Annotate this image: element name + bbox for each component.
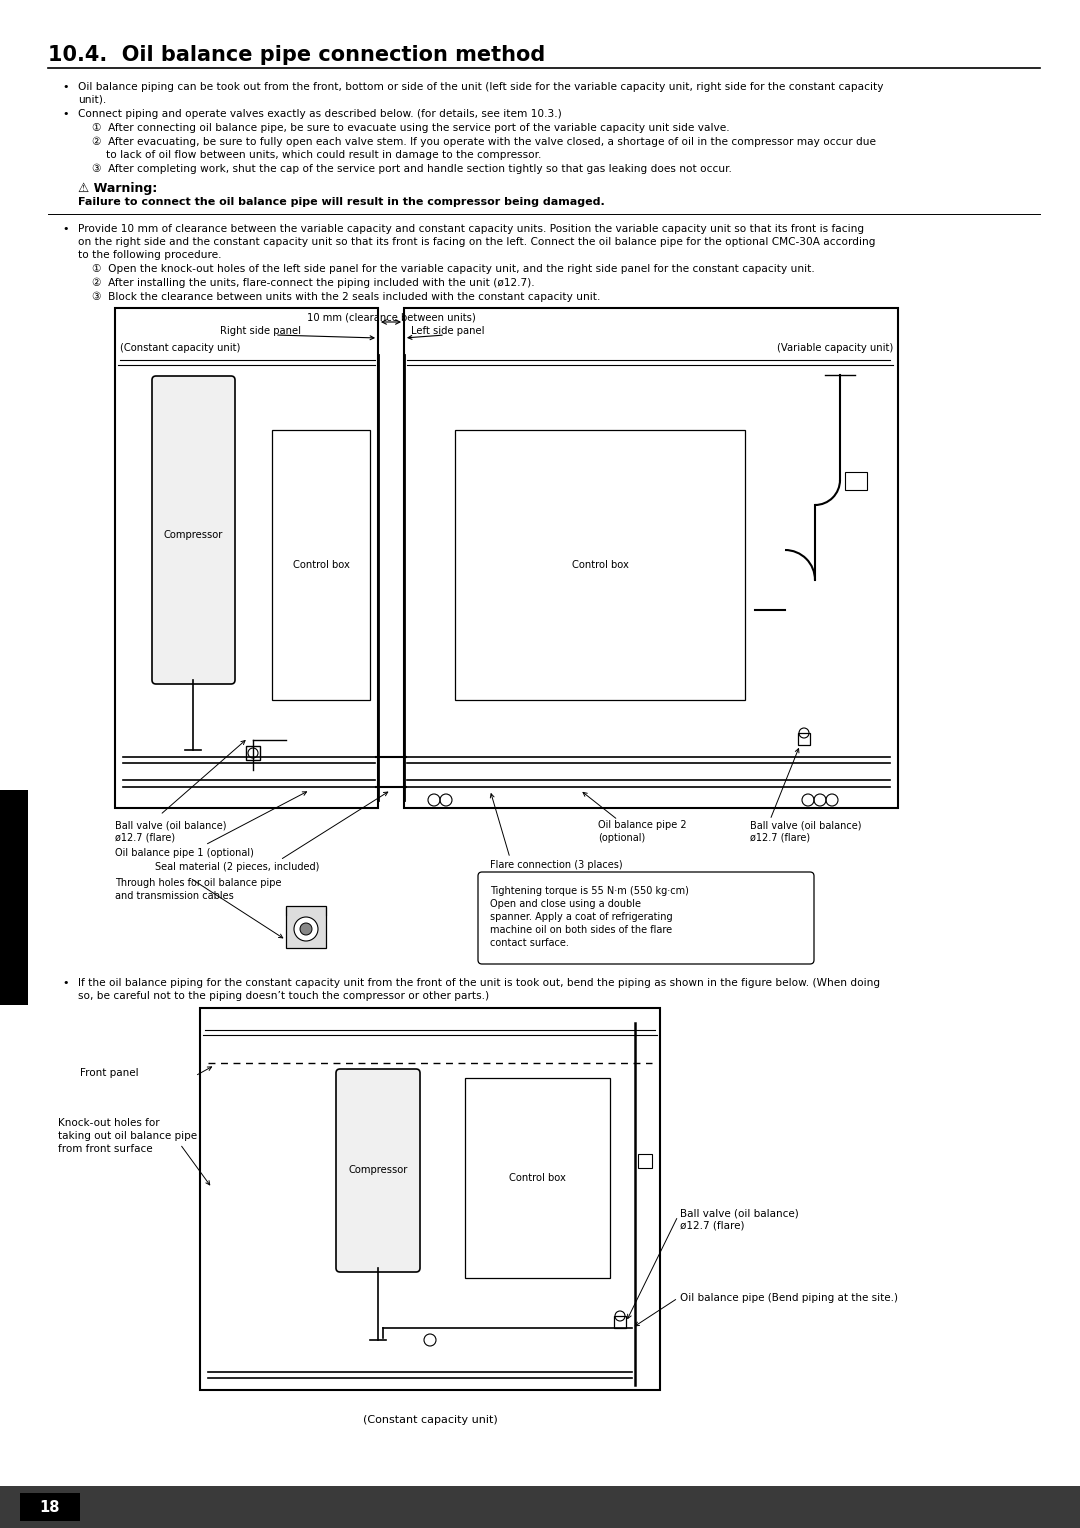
Text: •: •: [62, 108, 68, 119]
Bar: [465, 1077, 610, 1277]
Text: 10 mm (clearance between units): 10 mm (clearance between units): [307, 313, 475, 322]
Bar: [638, 1154, 652, 1167]
Circle shape: [294, 917, 318, 941]
Text: to lack of oil flow between units, which could result in damage to the compresso: to lack of oil flow between units, which…: [106, 150, 541, 160]
Text: If the oil balance piping for the constant capacity unit from the front of the u: If the oil balance piping for the consta…: [78, 978, 880, 989]
Bar: [404, 309, 897, 808]
Bar: [845, 472, 867, 490]
Text: ②  After evacuating, be sure to fully open each valve stem. If you operate with : ② After evacuating, be sure to fully ope…: [92, 138, 876, 147]
Text: Knock-out holes for: Knock-out holes for: [58, 1118, 160, 1128]
Bar: [114, 309, 378, 808]
Text: Control box: Control box: [571, 559, 629, 570]
Text: so, be careful not to the piping doesn’t touch the compressor or other parts.): so, be careful not to the piping doesn’t…: [78, 992, 489, 1001]
Text: ø12.7 (flare): ø12.7 (flare): [680, 1221, 744, 1232]
Text: machine oil on both sides of the flare: machine oil on both sides of the flare: [490, 924, 672, 935]
Text: (Constant capacity unit): (Constant capacity unit): [363, 1415, 498, 1426]
Text: Control box: Control box: [509, 1174, 566, 1183]
Text: ②  After installing the units, flare-connect the piping included with the unit (: ② After installing the units, flare-conn…: [92, 278, 535, 289]
Bar: [0, 1487, 1080, 1528]
Circle shape: [300, 923, 312, 935]
Bar: [286, 906, 326, 947]
Text: 18: 18: [40, 1499, 60, 1514]
Text: (optional): (optional): [598, 833, 645, 843]
Text: Flare connection (3 places): Flare connection (3 places): [490, 860, 623, 869]
Text: ø12.7 (flare): ø12.7 (flare): [750, 833, 810, 843]
Text: ⚠ Warning:: ⚠ Warning:: [78, 182, 158, 196]
Text: Through holes for oil balance pipe: Through holes for oil balance pipe: [114, 879, 282, 888]
Text: on the right side and the constant capacity unit so that its front is facing on : on the right side and the constant capac…: [78, 237, 876, 248]
Text: Front panel: Front panel: [80, 1068, 138, 1077]
Text: ③  Block the clearance between units with the 2 seals included with the constant: ③ Block the clearance between units with…: [92, 292, 600, 303]
Text: Oil balance pipe 2: Oil balance pipe 2: [598, 821, 687, 830]
Text: Oil balance pipe (Bend piping at the site.): Oil balance pipe (Bend piping at the sit…: [680, 1293, 897, 1303]
Text: Tightening torque is 55 N·m (550 kg·cm): Tightening torque is 55 N·m (550 kg·cm): [490, 886, 689, 895]
Text: •: •: [62, 83, 68, 92]
Text: ①  After connecting oil balance pipe, be sure to evacuate using the service port: ① After connecting oil balance pipe, be …: [92, 122, 730, 133]
FancyBboxPatch shape: [336, 1070, 420, 1271]
Text: Ball valve (oil balance): Ball valve (oil balance): [750, 821, 862, 830]
Text: from front surface: from front surface: [58, 1144, 152, 1154]
Text: Ball valve (oil balance): Ball valve (oil balance): [680, 1209, 799, 1218]
Text: ①  Open the knock-out holes of the left side panel for the variable capacity uni: ① Open the knock-out holes of the left s…: [92, 264, 814, 274]
Text: •: •: [62, 225, 68, 234]
Text: (Variable capacity unit): (Variable capacity unit): [777, 342, 893, 353]
Bar: [272, 429, 370, 700]
Text: spanner. Apply a coat of refrigerating: spanner. Apply a coat of refrigerating: [490, 912, 673, 921]
Bar: [0, 790, 28, 1005]
Text: Control box: Control box: [293, 559, 350, 570]
Text: Ball valve (oil balance): Ball valve (oil balance): [114, 821, 227, 830]
Bar: [798, 733, 810, 746]
Text: Seal material (2 pieces, included): Seal material (2 pieces, included): [156, 862, 320, 872]
Text: 10.4.  Oil balance pipe connection method: 10.4. Oil balance pipe connection method: [48, 44, 545, 66]
Bar: [246, 746, 260, 759]
Text: unit).: unit).: [78, 95, 106, 105]
Text: Oil balance piping can be took out from the front, bottom or side of the unit (l: Oil balance piping can be took out from …: [78, 83, 883, 92]
Text: •: •: [62, 978, 68, 989]
FancyBboxPatch shape: [152, 376, 235, 685]
Text: Connect piping and operate valves exactly as described below. (for details, see : Connect piping and operate valves exactl…: [78, 108, 562, 119]
Text: (Constant capacity unit): (Constant capacity unit): [120, 342, 241, 353]
Text: Failure to connect the oil balance pipe will result in the compressor being dama: Failure to connect the oil balance pipe …: [78, 197, 605, 206]
Text: Right side panel: Right side panel: [219, 325, 300, 336]
Text: ø12.7 (flare): ø12.7 (flare): [114, 833, 175, 842]
Text: contact surface.: contact surface.: [490, 938, 569, 947]
Text: Compressor: Compressor: [349, 1164, 407, 1175]
Text: Compressor: Compressor: [163, 530, 222, 539]
Text: to the following procedure.: to the following procedure.: [78, 251, 221, 260]
Text: and transmission cables: and transmission cables: [114, 891, 233, 902]
Bar: [21, 1493, 80, 1520]
Bar: [615, 1316, 626, 1328]
Text: taking out oil balance pipe: taking out oil balance pipe: [58, 1131, 198, 1141]
Text: Oil balance pipe 1 (optional): Oil balance pipe 1 (optional): [114, 848, 254, 859]
Text: Provide 10 mm of clearance between the variable capacity and constant capacity u: Provide 10 mm of clearance between the v…: [78, 225, 864, 234]
Text: ③  After completing work, shut the cap of the service port and handle section ti: ③ After completing work, shut the cap of…: [92, 163, 732, 174]
Text: ENGLISH: ENGLISH: [9, 657, 19, 707]
Text: Left side panel: Left side panel: [411, 325, 485, 336]
Text: Open and close using a double: Open and close using a double: [490, 898, 642, 909]
Bar: [200, 1008, 660, 1390]
Bar: [455, 429, 745, 700]
